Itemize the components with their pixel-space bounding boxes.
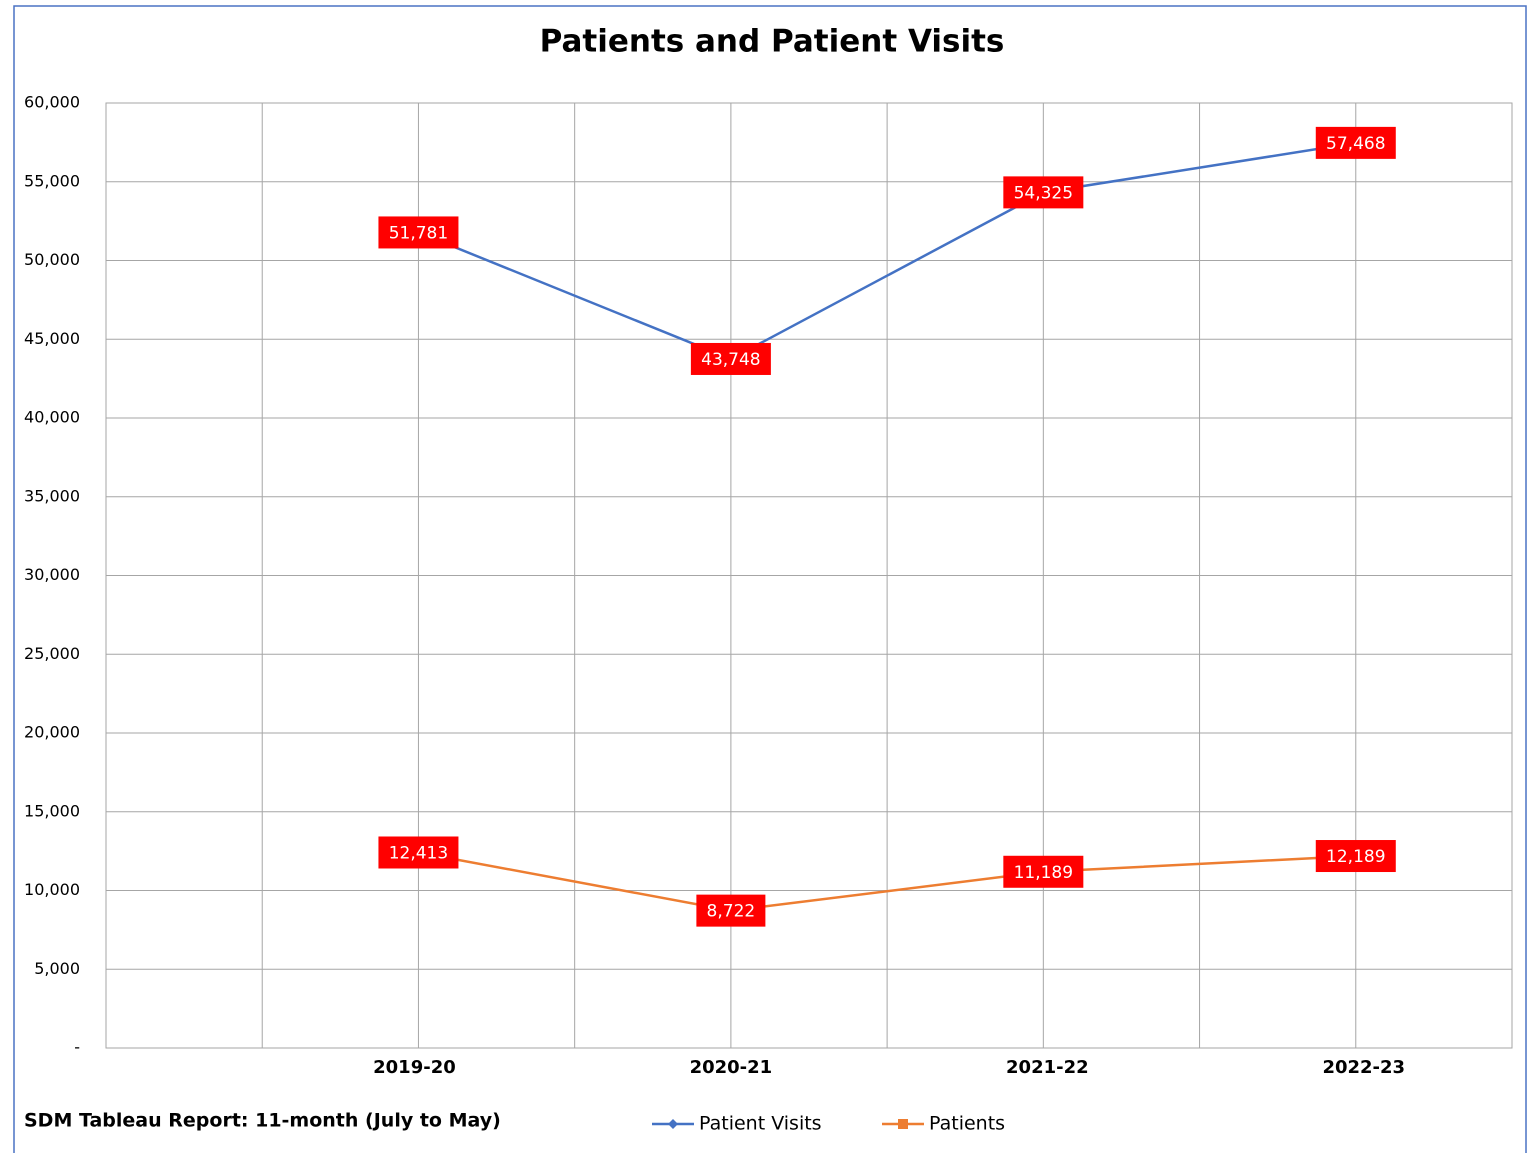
- value-label: 51,781: [389, 223, 448, 243]
- legend-marker: [668, 1119, 678, 1129]
- y-tick-label: 25,000: [24, 644, 80, 663]
- value-label-box: [1315, 126, 1396, 159]
- y-tick-label: -: [74, 1038, 80, 1057]
- legend-label: Patients: [929, 1113, 1005, 1135]
- value-label: 54,325: [1014, 183, 1073, 203]
- note: SDM Tableau Report: 11-month (July to Ma…: [24, 1110, 501, 1132]
- value-label: 57,468: [1326, 134, 1385, 154]
- y-tick-label: 50,000: [24, 250, 80, 269]
- y-tick-label: 5,000: [34, 959, 80, 978]
- x-tick-label: 2022-23: [1322, 1057, 1405, 1078]
- y-tick-label: 55,000: [24, 171, 80, 190]
- value-label-box: [378, 216, 459, 249]
- y-tick-label: 60,000: [24, 93, 80, 112]
- y-tick-label: 10,000: [24, 880, 80, 899]
- chart-title: Patients and Patient Visits: [540, 24, 1005, 60]
- plot-frame: [105, 102, 1513, 1049]
- x-tick-label: 2019-20: [373, 1057, 456, 1078]
- value-label: 12,413: [389, 843, 448, 863]
- value-label: 8,722: [707, 902, 756, 922]
- value-label: 43,748: [701, 350, 760, 370]
- y-tick-label: 45,000: [24, 329, 80, 348]
- value-label: 12,189: [1326, 847, 1385, 867]
- series-line: [417, 141, 1356, 361]
- legend-marker: [898, 1119, 908, 1129]
- value-label: 11,189: [1014, 863, 1073, 883]
- legend-label: Patient Visits: [699, 1113, 822, 1135]
- value-label-box: [696, 894, 766, 927]
- series-line: [418, 851, 1356, 912]
- x-tick-label: 2021-22: [1006, 1057, 1089, 1078]
- y-tick-label: 40,000: [24, 408, 80, 427]
- value-label-box: [1315, 840, 1396, 873]
- x-tick-label: 2020-21: [690, 1057, 773, 1078]
- y-tick-label: 15,000: [24, 801, 80, 820]
- value-label-box: [1003, 176, 1084, 209]
- y-tick-label: 30,000: [24, 565, 80, 584]
- chart-border: [13, 5, 1527, 1153]
- value-label-box: [690, 342, 771, 375]
- y-tick-label: 20,000: [24, 723, 80, 742]
- y-tick-label: 35,000: [24, 486, 80, 505]
- value-label-box: [1003, 855, 1084, 888]
- value-label-box: [378, 836, 459, 869]
